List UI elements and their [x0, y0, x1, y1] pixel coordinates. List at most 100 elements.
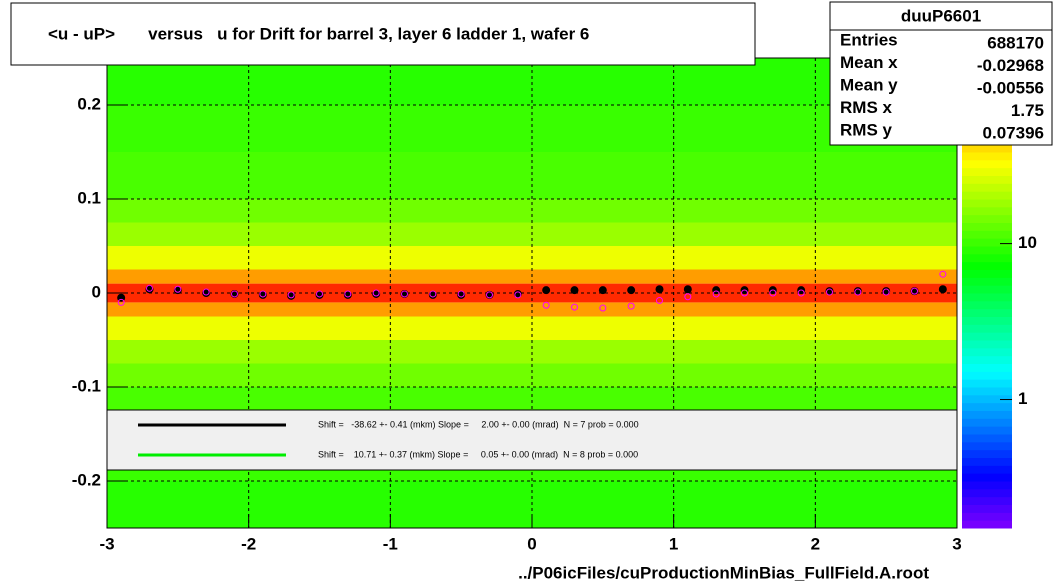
color-scale-band	[962, 363, 1012, 372]
y-tick-label: -0.2	[72, 470, 101, 489]
profile-point	[514, 291, 522, 299]
profile-point	[287, 291, 295, 299]
profile-point	[854, 288, 862, 296]
stats-value: -0.00556	[977, 78, 1044, 97]
x-axis-label: ../P06icFiles/cuProductionMinBias_FullFi…	[518, 563, 929, 582]
color-scale-band	[962, 300, 1012, 310]
color-scale-band	[962, 371, 1012, 380]
chart-title: <u - uP> versus u for Drift for barrel 3…	[48, 24, 589, 43]
stats-label: RMS x	[840, 98, 893, 117]
profile-point	[316, 290, 323, 298]
z-tick-label: 10	[1018, 233, 1037, 252]
color-scale-band	[962, 191, 1012, 200]
stats-value: -0.02968	[977, 56, 1044, 75]
color-scale-band	[962, 355, 1012, 364]
color-scale-band	[962, 449, 1012, 458]
y-tick-label: 0.1	[77, 188, 101, 207]
y-tick-label: 0	[92, 282, 101, 301]
profile-point	[655, 285, 664, 294]
profile-point	[231, 290, 238, 298]
color-scale-band	[962, 520, 1012, 529]
profile-point	[202, 288, 210, 296]
profile-point	[938, 285, 947, 294]
color-scale-band	[962, 441, 1012, 451]
z-tick-label: 1	[1018, 389, 1027, 408]
density-cell	[107, 302, 957, 317]
color-scale-band	[962, 496, 1012, 505]
x-tick-label: -1	[383, 534, 398, 553]
profile-point	[259, 290, 267, 298]
stats-value: 688170	[987, 33, 1044, 52]
color-scale-band	[962, 426, 1012, 435]
color-scale-band	[962, 379, 1012, 388]
profile-point	[797, 289, 805, 297]
color-scale-band	[962, 457, 1012, 466]
color-scale-band	[962, 159, 1012, 169]
profile-point	[542, 286, 551, 295]
color-scale-band	[962, 144, 1012, 153]
color-scale-band	[962, 222, 1012, 231]
profile-point	[372, 289, 380, 297]
profile-point	[939, 270, 947, 278]
color-scale-band	[962, 277, 1012, 286]
profile-point	[769, 289, 777, 297]
color-scale-band	[962, 206, 1012, 216]
x-tick-label: 2	[811, 534, 820, 553]
stats-box	[829, 1, 1053, 146]
profile-point	[598, 286, 607, 295]
color-scale-band	[962, 434, 1012, 443]
stats-value: 1.75	[1011, 101, 1044, 120]
color-scale-band	[962, 332, 1012, 341]
legend-box	[106, 409, 958, 471]
profile-point	[117, 298, 125, 306]
density-cell	[107, 363, 957, 387]
legend-text: Shift = -38.62 +- 0.41 (mkm) Slope = 2.0…	[318, 419, 639, 429]
density-cell	[107, 340, 957, 364]
stats-label: RMS y	[840, 120, 893, 139]
color-scale-band	[962, 261, 1012, 270]
stats-label: Mean y	[840, 75, 898, 94]
profile-point	[826, 288, 833, 296]
stats-title: duuP6601	[901, 6, 981, 25]
x-tick-label: 3	[952, 534, 961, 553]
color-scale-band	[962, 410, 1012, 419]
color-scale-band	[962, 253, 1012, 263]
profile-point	[627, 302, 635, 310]
fit-legend: Shift = -38.62 +- 0.41 (mkm) Slope = 2.0…	[106, 409, 958, 471]
color-scale-band	[962, 308, 1012, 317]
color-scale-band	[962, 293, 1012, 302]
color-scale-band	[962, 504, 1012, 513]
color-scale-band	[962, 418, 1012, 427]
color-scale-band	[962, 465, 1012, 474]
color-scale-band	[962, 402, 1012, 411]
x-tick-label: -2	[241, 534, 256, 553]
title-box	[10, 2, 756, 66]
profile-point	[486, 291, 493, 299]
profile-point	[882, 288, 890, 296]
color-scale-band	[962, 238, 1012, 247]
color-scale-band	[962, 214, 1012, 223]
color-scale-band	[962, 175, 1012, 184]
profile-point	[542, 301, 550, 309]
color-scale-band	[962, 199, 1012, 208]
profile-point	[599, 304, 607, 312]
profile-point	[344, 290, 352, 298]
profile-point	[627, 286, 636, 295]
color-scale-band	[962, 488, 1012, 498]
color-scale-band	[962, 394, 1012, 404]
color-scale-band	[962, 269, 1012, 278]
profile-point	[401, 290, 408, 298]
color-scale-band	[962, 167, 1012, 176]
color-scale-band	[962, 324, 1012, 333]
color-scale-band	[962, 316, 1012, 325]
plot-area: -3 -2 -1 0 1 2 3 -0.2 -0.1 0 0.1 0.2	[72, 57, 962, 553]
color-scale-band	[962, 473, 1012, 482]
profile-point	[911, 287, 918, 295]
color-scale-band	[962, 347, 1012, 357]
profile-point	[741, 289, 748, 297]
profile-point	[429, 290, 437, 298]
color-scale-band	[962, 285, 1012, 294]
overlay: Shift = -38.62 +- 0.41 (mkm) Slope = 2.0…	[10, 1, 1053, 582]
profile-point	[683, 285, 692, 294]
